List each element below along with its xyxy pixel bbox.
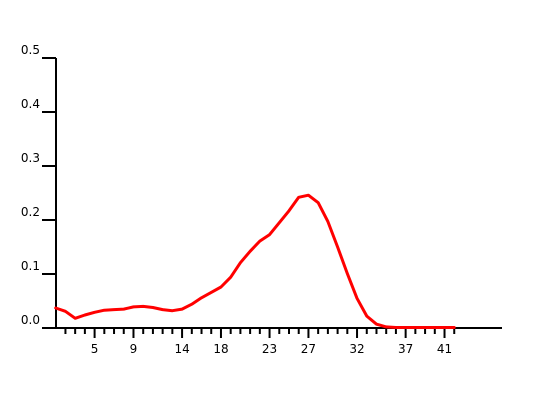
x-tick-label: 18 xyxy=(213,342,228,356)
y-tick-label: 0.3 xyxy=(21,151,40,165)
y-tick-label: 0.1 xyxy=(21,259,40,273)
x-tick-label: 32 xyxy=(349,342,364,356)
y-tick-label: 0.5 xyxy=(21,43,40,57)
y-tick-label: 0.4 xyxy=(21,97,40,111)
x-tick-label: 14 xyxy=(174,342,189,356)
y-tick-label: 0.2 xyxy=(21,205,40,219)
series-layer xyxy=(54,193,456,329)
x-tick-label: 27 xyxy=(301,342,316,356)
y-tick-label: 0.0 xyxy=(21,313,40,327)
series-line xyxy=(54,193,456,329)
x-tick-label: 37 xyxy=(398,342,413,356)
y-axis-ticks: 0.0 0.1 0.2 0.3 0.4 0.5 xyxy=(21,43,56,329)
x-tick-label: 23 xyxy=(262,342,277,356)
x-tick-label: 5 xyxy=(91,342,99,356)
x-tick-label: 9 xyxy=(130,342,138,356)
x-axis-ticks: 5 9 14 18 23 27 32 37 41 xyxy=(64,328,456,356)
x-tick-label: 41 xyxy=(437,342,452,356)
